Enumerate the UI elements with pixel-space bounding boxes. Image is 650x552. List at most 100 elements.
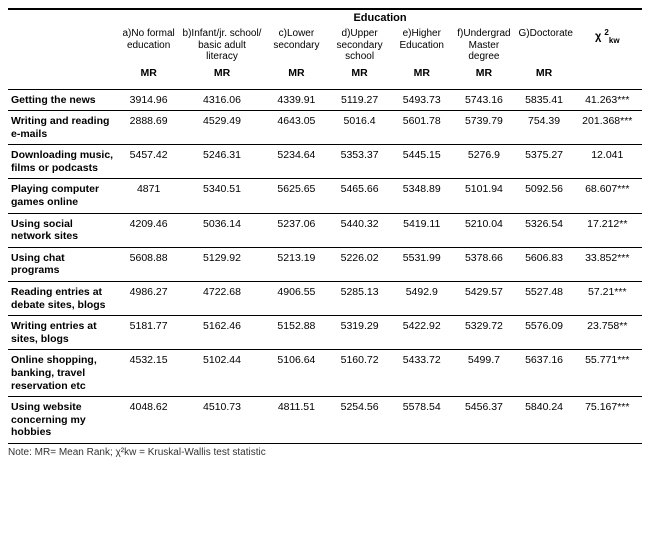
value-cell: 5102.44	[179, 350, 265, 397]
value-cell: 5162.46	[179, 316, 265, 350]
mr-b: MR	[179, 65, 265, 90]
table-row: Playing computer games online48715340.51…	[8, 179, 642, 213]
value-cell: 5625.65	[265, 179, 328, 213]
mr-d: MR	[328, 65, 391, 90]
value-cell: 4643.05	[265, 111, 328, 145]
col-d: d)Upper secondary school	[328, 26, 391, 65]
value-cell: 5457.42	[118, 145, 179, 179]
value-cell: 5016.4	[328, 111, 391, 145]
activity-label: Writing and reading e-mails	[8, 111, 118, 145]
mr-e: MR	[391, 65, 452, 90]
value-cell: 4906.55	[265, 282, 328, 316]
value-cell: 5527.48	[516, 282, 573, 316]
value-cell: 5092.56	[516, 179, 573, 213]
chi-cell: 12.041	[573, 145, 642, 179]
value-cell: 4811.51	[265, 397, 328, 443]
activity-label: Getting the news	[8, 89, 118, 111]
value-cell: 4986.27	[118, 282, 179, 316]
value-cell: 4048.62	[118, 397, 179, 443]
col-c: c)Lower secondary	[265, 26, 328, 65]
activity-label: Using chat programs	[8, 247, 118, 281]
value-cell: 2888.69	[118, 111, 179, 145]
value-cell: 5606.83	[516, 247, 573, 281]
value-cell: 5492.9	[391, 282, 452, 316]
value-cell: 5246.31	[179, 145, 265, 179]
value-cell: 5254.56	[328, 397, 391, 443]
chi-cell: 57.21***	[573, 282, 642, 316]
value-cell: 5226.02	[328, 247, 391, 281]
value-cell: 4510.73	[179, 397, 265, 443]
chi-cell: 55.771***	[573, 350, 642, 397]
value-cell: 4339.91	[265, 89, 328, 111]
col-e: e)Higher Education	[391, 26, 452, 65]
mr-c: MR	[265, 65, 328, 90]
value-cell: 5429.57	[452, 282, 515, 316]
value-cell: 5493.73	[391, 89, 452, 111]
activity-label: Downloading music, films or podcasts	[8, 145, 118, 179]
value-cell: 5456.37	[452, 397, 515, 443]
value-cell: 4316.06	[179, 89, 265, 111]
col-f: f)Undergrad Master degree	[452, 26, 515, 65]
value-cell: 754.39	[516, 111, 573, 145]
value-cell: 4529.49	[179, 111, 265, 145]
value-cell: 5237.06	[265, 213, 328, 247]
value-cell: 4532.15	[118, 350, 179, 397]
value-cell: 5213.19	[265, 247, 328, 281]
value-cell: 5181.77	[118, 316, 179, 350]
value-cell: 5119.27	[328, 89, 391, 111]
table-row: Writing and reading e-mails2888.694529.4…	[8, 111, 642, 145]
value-cell: 5234.64	[265, 145, 328, 179]
value-cell: 5835.41	[516, 89, 573, 111]
value-cell: 5285.13	[328, 282, 391, 316]
activity-label: Using website concerning my hobbies	[8, 397, 118, 443]
mr-g: MR	[516, 65, 573, 90]
table-body: Getting the news3914.964316.064339.91511…	[8, 89, 642, 443]
chi-cell: 23.758**	[573, 316, 642, 350]
blank	[8, 26, 118, 65]
table-row: Reading entries at debate sites, blogs49…	[8, 282, 642, 316]
value-cell: 5608.88	[118, 247, 179, 281]
chi-cell: 68.607***	[573, 179, 642, 213]
value-cell: 5601.78	[391, 111, 452, 145]
value-cell: 5440.32	[328, 213, 391, 247]
mr-f: MR	[452, 65, 515, 90]
value-cell: 5101.94	[452, 179, 515, 213]
table-row: Using chat programs5608.885129.925213.19…	[8, 247, 642, 281]
activity-label: Using social network sites	[8, 213, 118, 247]
table-row: Using social network sites4209.465036.14…	[8, 213, 642, 247]
value-cell: 5276.9	[452, 145, 515, 179]
value-cell: 5743.16	[452, 89, 515, 111]
activity-label: Reading entries at debate sites, blogs	[8, 282, 118, 316]
col-a: a)No formal education	[118, 26, 179, 65]
value-cell: 5375.27	[516, 145, 573, 179]
chi-cell: 17.212**	[573, 213, 642, 247]
activity-label: Writing entries at sites, blogs	[8, 316, 118, 350]
value-cell: 5106.64	[265, 350, 328, 397]
education-table: Education a)No formal education b)Infant…	[8, 8, 642, 443]
value-cell: 5499.7	[452, 350, 515, 397]
chi-cell: 33.852***	[573, 247, 642, 281]
table-row: Using website concerning my hobbies4048.…	[8, 397, 642, 443]
value-cell: 5160.72	[328, 350, 391, 397]
value-cell: 5578.54	[391, 397, 452, 443]
chi-cell: 201.368***	[573, 111, 642, 145]
value-cell: 5422.92	[391, 316, 452, 350]
value-cell: 4871	[118, 179, 179, 213]
corner-blank	[8, 9, 118, 26]
value-cell: 5419.11	[391, 213, 452, 247]
activity-label: Playing computer games online	[8, 179, 118, 213]
value-cell: 5378.66	[452, 247, 515, 281]
table-row: Getting the news3914.964316.064339.91511…	[8, 89, 642, 111]
value-cell: 5353.37	[328, 145, 391, 179]
col-chi: χ 2kw	[573, 26, 642, 89]
value-cell: 5465.66	[328, 179, 391, 213]
blank	[8, 65, 118, 90]
mr-a: MR	[118, 65, 179, 90]
value-cell: 5340.51	[179, 179, 265, 213]
value-cell: 5348.89	[391, 179, 452, 213]
chi-cell: 75.167***	[573, 397, 642, 443]
value-cell: 5433.72	[391, 350, 452, 397]
table-row: Writing entries at sites, blogs5181.7751…	[8, 316, 642, 350]
col-b: b)Infant/jr. school/ basic adult literac…	[179, 26, 265, 65]
activity-label: Online shopping, banking, travel reserva…	[8, 350, 118, 397]
